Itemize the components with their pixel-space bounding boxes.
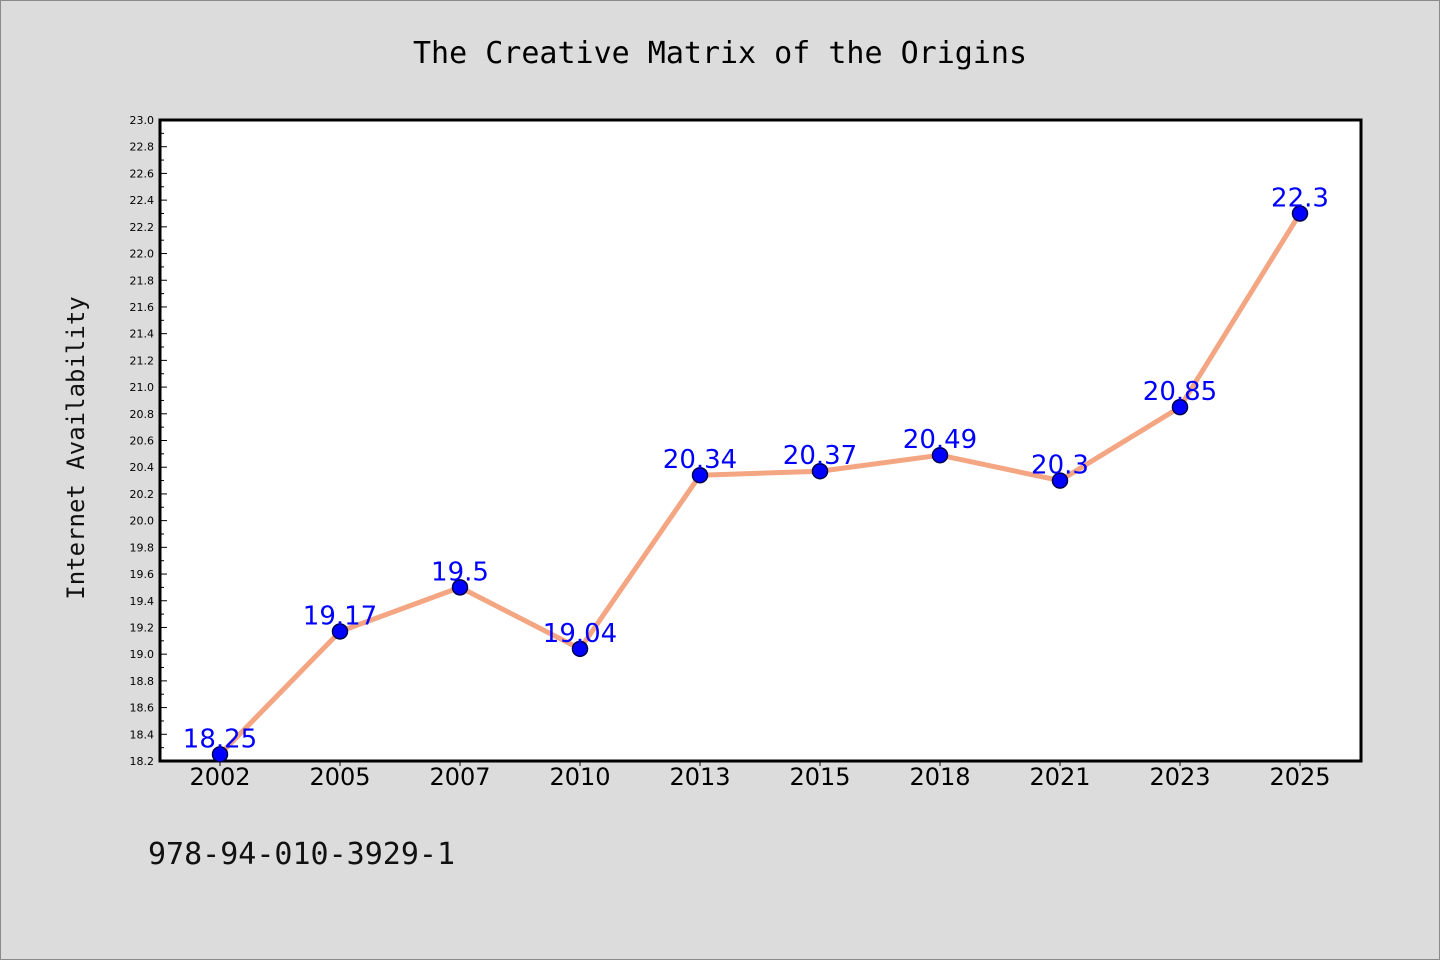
y-tick-label: 21.2 <box>130 354 155 367</box>
y-axis-ticks: 18.2 18.4 18.6 18.8 19.0 19.2 19.4 19.6 19.8 20.0… <box>130 114 167 768</box>
y-tick-label: 20.6 <box>130 435 155 448</box>
y-tick-label: 22.0 <box>130 248 155 261</box>
data-labels: 18.25 19.17 19.5 19.04 20.34 20.37 20.49 20.3 20… <box>183 183 1329 754</box>
y-tick-label: 20.2 <box>130 488 155 501</box>
data-series <box>211 205 1309 763</box>
y-tick-label: 19.4 <box>130 595 155 608</box>
y-axis-label: Internet Availability <box>62 296 90 599</box>
data-point <box>1291 205 1309 222</box>
y-tick-label: 18.4 <box>130 728 155 741</box>
y-tick-label: 20.8 <box>130 408 155 421</box>
data-label: 20.49 <box>903 425 977 455</box>
data-point <box>451 579 469 596</box>
y-tick-label: 22.2 <box>130 221 155 234</box>
x-tick-label: 2013 <box>669 763 730 791</box>
data-point <box>331 623 349 640</box>
y-tick-label: 19.8 <box>130 541 155 554</box>
x-tick-label: 2002 <box>189 763 250 791</box>
data-label: 20.3 <box>1031 451 1089 481</box>
x-tick-label: 2023 <box>1149 763 1210 791</box>
data-label: 18.25 <box>183 724 257 754</box>
y-tick-label: 21.8 <box>130 274 155 287</box>
data-label: 22.3 <box>1271 183 1329 213</box>
y-tick-label: 22.8 <box>130 141 155 154</box>
plot-area <box>158 118 1363 763</box>
y-tick-label: 20.0 <box>130 515 155 528</box>
data-label: 19.04 <box>543 619 617 649</box>
x-axis-ticks: 2002 2005 2007 2010 2013 2015 2018 2021 2023 2025 <box>189 761 1331 791</box>
y-tick-label: 21.0 <box>130 381 155 394</box>
data-label: 20.37 <box>783 441 857 471</box>
data-label: 19.5 <box>431 557 489 587</box>
data-point <box>211 746 229 763</box>
data-label: 20.34 <box>663 445 737 475</box>
data-point <box>1171 398 1189 416</box>
y-tick-label: 18.2 <box>130 755 155 768</box>
x-tick-label: 2025 <box>1269 763 1330 791</box>
y-tick-label: 21.4 <box>130 328 155 341</box>
data-label: 20.85 <box>1143 377 1217 407</box>
x-tick-label: 2021 <box>1029 763 1090 791</box>
data-point <box>571 640 589 658</box>
y-tick-label: 22.6 <box>130 167 155 180</box>
y-tick-label: 18.6 <box>130 702 155 715</box>
x-tick-label: 2018 <box>909 763 970 791</box>
x-tick-label: 2015 <box>789 763 850 791</box>
data-point <box>691 466 709 484</box>
y-tick-label: 18.8 <box>130 675 155 688</box>
data-point <box>931 446 949 464</box>
footer-code: 978-94-010-3929-1 <box>148 837 455 872</box>
x-tick-label: 2010 <box>549 763 610 791</box>
chart-title: The Creative Matrix of the Origins <box>413 36 1027 71</box>
x-tick-label: 2007 <box>429 763 490 791</box>
data-point <box>811 462 829 480</box>
y-tick-label: 22.4 <box>130 194 155 207</box>
data-point <box>1051 472 1069 489</box>
y-tick-label: 21.6 <box>130 301 155 314</box>
data-label: 19.17 <box>303 601 377 631</box>
series-line <box>217 210 1303 757</box>
x-tick-label: 2005 <box>309 763 370 791</box>
y-tick-label: 19.6 <box>130 568 155 581</box>
y-tick-label: 19.0 <box>130 648 155 661</box>
y-tick-label: 19.2 <box>130 621 155 634</box>
y-tick-label: 23.0 <box>130 114 155 127</box>
y-tick-label: 20.4 <box>130 461 155 474</box>
